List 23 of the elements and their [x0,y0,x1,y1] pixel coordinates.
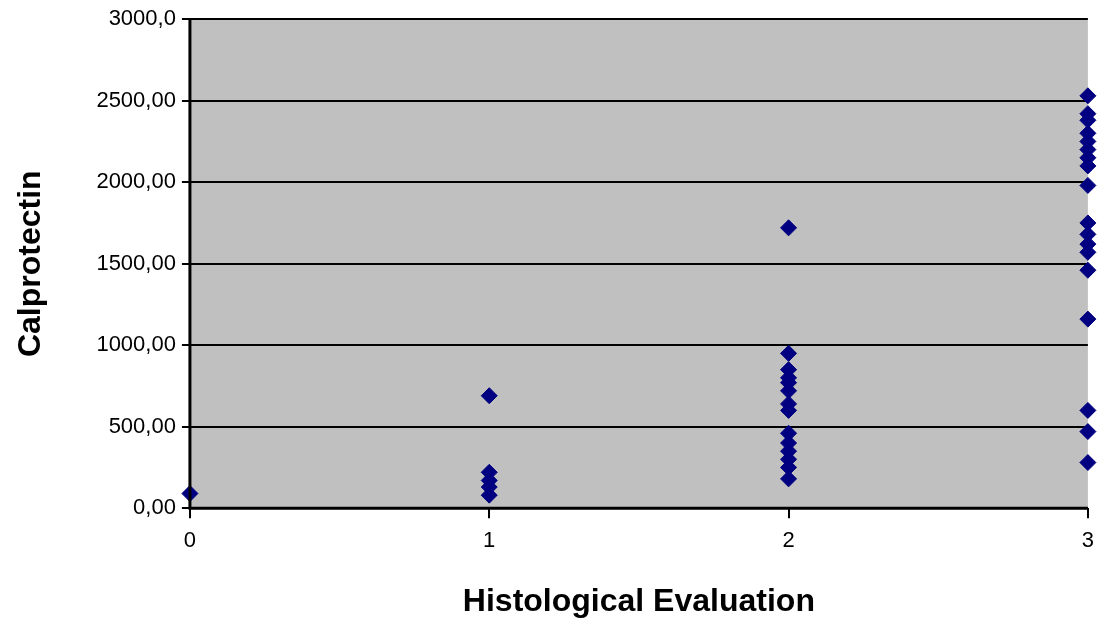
point [1079,87,1097,105]
x-tick-label: 2 [782,527,795,553]
point [780,219,798,237]
x-tick-label: 1 [483,527,496,553]
y-tick-label: 2500,00 [96,86,176,112]
point [1079,176,1097,194]
y-tick-label: 0,00 [133,494,176,520]
point [1079,261,1097,279]
x-tick-label: 3 [1081,527,1095,553]
point [480,387,498,405]
y-tick-label: 1000,00 [96,331,176,357]
point [780,344,798,362]
x-tick-label: 0 [183,527,197,553]
point [1079,454,1097,472]
point [1079,423,1097,441]
point [1079,401,1097,419]
x-axis-title: Histological Evaluation [462,581,815,618]
y-tick-label: 2000,00 [96,168,176,194]
y-axis-title: Calprotectin [11,170,48,358]
point [1079,310,1097,328]
y-tick-label: 1500,00 [96,249,176,275]
y-tick-label: 3000,0 [108,5,176,31]
y-tick-label: 500,00 [108,412,176,438]
